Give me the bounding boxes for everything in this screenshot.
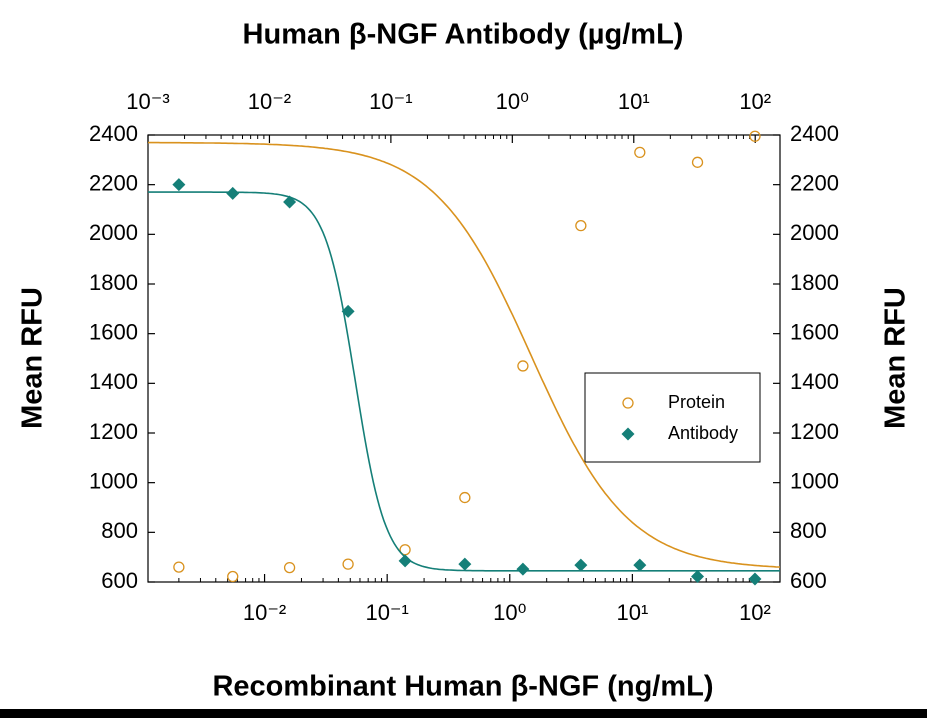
data-point <box>227 570 239 583</box>
y2-tick-label: 2400 <box>790 121 839 146</box>
y2-tick-label: 1200 <box>790 419 839 444</box>
legend-marker <box>621 427 635 441</box>
top-axis-title: Human β-NGF Antibody (µg/mL) <box>243 19 684 51</box>
y-tick-label: 2400 <box>89 121 138 146</box>
x-tick-label: 10⁰ <box>493 600 526 625</box>
data-point <box>458 557 472 571</box>
y2-tick-label: 2000 <box>790 220 839 245</box>
data-point <box>749 130 761 142</box>
x2-tick-label: 10¹ <box>618 89 650 114</box>
x-tick-label: 10⁻² <box>243 600 286 625</box>
x2-tick-label: 10² <box>739 89 771 114</box>
data-point <box>283 195 297 209</box>
x2-tick-label: 10⁻² <box>248 89 291 114</box>
data-point <box>748 572 762 586</box>
legend-label: Antibody <box>668 423 738 443</box>
bottom-bar <box>0 709 927 718</box>
y-axis-title: Mean RFU <box>17 287 49 429</box>
fit-curve <box>148 141 781 568</box>
fit-curve <box>148 191 780 572</box>
data-point <box>172 178 186 192</box>
data-point <box>459 491 471 504</box>
data-point <box>633 558 647 572</box>
y-tick-label: 1400 <box>89 369 138 394</box>
y2-tick-label: 800 <box>790 518 827 543</box>
data-point <box>341 304 355 318</box>
y-tick-label: 1600 <box>89 319 138 344</box>
data-point <box>226 186 240 200</box>
y-tick-label: 800 <box>101 518 138 543</box>
y2-tick-label: 600 <box>790 568 827 593</box>
legend-label: Protein <box>668 392 725 412</box>
y2-axis-title: Mean RFU <box>880 287 912 429</box>
y-tick-label: 600 <box>101 568 138 593</box>
data-point <box>574 558 588 572</box>
x2-tick-label: 10⁻³ <box>126 89 169 114</box>
y-tick-label: 1800 <box>89 270 138 295</box>
legend-marker <box>622 397 634 409</box>
data-point <box>691 570 705 584</box>
x2-tick-label: 10⁰ <box>496 89 529 114</box>
y2-tick-label: 1000 <box>790 468 839 493</box>
legend-box <box>584 372 761 463</box>
y2-tick-label: 2200 <box>790 170 839 195</box>
data-point <box>516 562 530 576</box>
data-point <box>398 554 412 568</box>
y-tick-label: 1200 <box>89 419 138 444</box>
data-point <box>517 360 529 372</box>
data-point <box>283 561 296 574</box>
y2-tick-label: 1400 <box>790 369 839 394</box>
data-point <box>634 146 646 159</box>
y-tick-label: 2200 <box>89 170 138 195</box>
data-point <box>691 156 704 168</box>
x-tick-label: 10⁻¹ <box>365 600 408 625</box>
y-tick-label: 1000 <box>89 468 138 493</box>
x2-tick-label: 10⁻¹ <box>369 89 412 114</box>
y2-tick-label: 1600 <box>790 319 839 344</box>
data-point <box>342 558 354 570</box>
x-axis-title: Recombinant Human β-NGF (ng/mL) <box>212 671 713 703</box>
data-point <box>575 219 587 232</box>
x-tick-label: 10¹ <box>616 600 648 625</box>
data-point <box>173 561 185 573</box>
x-tick-label: 10² <box>739 600 771 625</box>
y-tick-label: 2000 <box>89 220 138 245</box>
y2-tick-label: 1800 <box>790 270 839 295</box>
